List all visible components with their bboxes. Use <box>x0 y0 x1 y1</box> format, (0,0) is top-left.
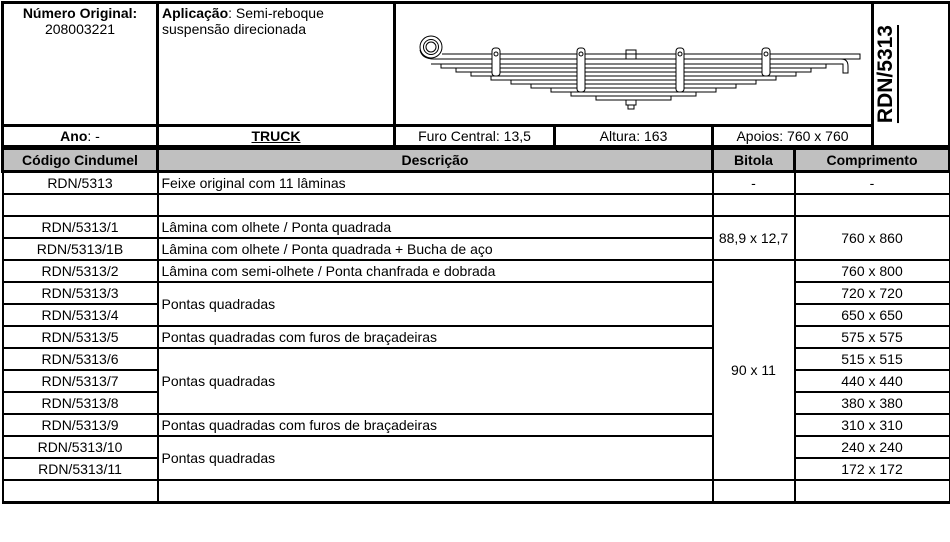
code-cell: RDN/5313/6 <box>1 347 159 371</box>
length-cell: 720 x 720 <box>793 281 950 305</box>
gauge-cell <box>711 193 796 217</box>
table-row-empty <box>1 193 950 217</box>
length-cell: 310 x 310 <box>793 413 950 437</box>
table-row: RDN/5313/8 380 x 380 <box>1 391 950 415</box>
table-row: RDN/5313/2 Lâmina com semi-olhete / Pont… <box>1 259 950 481</box>
table-row-empty <box>1 479 950 504</box>
gauge-cell: 90 x 11 <box>711 259 796 481</box>
code-cell: RDN/5313/7 <box>1 369 159 393</box>
length-cell: 575 x 575 <box>793 325 950 349</box>
part-code: RDN/5313 <box>874 25 898 124</box>
description-cell: Pontas quadradas <box>156 347 714 415</box>
code-cell: RDN/5313 <box>1 170 159 195</box>
length-cell: 380 x 380 <box>793 391 950 415</box>
description-cell: Feixe original com 11 lâminas <box>156 170 714 195</box>
table-row: RDN/5313/1B Lâmina com olhete / Ponta qu… <box>1 237 950 261</box>
leaf-spring-drawing-icon <box>419 35 861 110</box>
code-cell: RDN/5313/10 <box>1 435 159 459</box>
application-value: : Semi-reboque suspensão direcionada <box>162 5 324 38</box>
code-cell <box>1 479 159 504</box>
application-cell: Aplicação: Semi-reboque suspensão direci… <box>156 1 396 127</box>
length-cell: - <box>793 170 950 195</box>
length-cell: 760 x 860 <box>793 215 950 261</box>
gauge-cell: 88,9 x 12,7 <box>711 215 796 261</box>
table-row: RDN/5313/3 Pontas quadradas 720 x 720 <box>1 281 950 327</box>
description-cell: Lâmina com olhete / Ponta quadrada <box>156 215 714 239</box>
application-label: Aplicação <box>162 5 229 22</box>
code-cell: RDN/5313/8 <box>1 391 159 415</box>
description-cell <box>156 193 714 217</box>
table-row: RDN/5313/1 Lâmina com olhete / Ponta qua… <box>1 215 950 261</box>
column-header-length: Comprimento <box>793 147 950 173</box>
header-table: Número Original: 208003221 Aplicação: Se… <box>1 1 950 148</box>
year-value: : - <box>87 128 100 144</box>
code-cell: RDN/5313/9 <box>1 413 159 437</box>
table-row: RDN/5313/4 650 x 650 <box>1 303 950 327</box>
table-header: Código Cindumel Descrição Bitola Comprim… <box>1 147 950 173</box>
code-cell: RDN/5313/11 <box>1 457 159 481</box>
column-header-gauge: Bitola <box>711 147 796 173</box>
length-cell: 760 x 800 <box>793 259 950 283</box>
table-row: RDN/5313/11 172 x 172 <box>1 457 950 481</box>
code-cell: RDN/5313/3 <box>1 281 159 305</box>
parts-table: Código Cindumel Descrição Bitola Comprim… <box>1 147 950 504</box>
table-row: RDN/5313 Feixe original com 11 lâminas -… <box>1 170 950 195</box>
table-row: RDN/5313/10 Pontas quadradas 240 x 240 <box>1 435 950 481</box>
code-cell: RDN/5313/2 <box>1 259 159 283</box>
code-cell: RDN/5313/4 <box>1 303 159 327</box>
gauge-cell: - <box>711 170 796 195</box>
length-cell: 515 x 515 <box>793 347 950 371</box>
height: Altura: 163 <box>553 124 714 148</box>
length-cell: 172 x 172 <box>793 457 950 481</box>
code-cell <box>1 193 159 217</box>
description-cell <box>156 479 714 504</box>
table-row: RDN/5313/7 440 x 440 <box>1 369 950 393</box>
center-hole: Furo Central: 13,5 <box>393 124 556 148</box>
column-header-code: Código Cindumel <box>1 147 159 173</box>
vehicle-type: TRUCK <box>156 124 396 148</box>
description-cell: Lâmina com olhete / Ponta quadrada + Buc… <box>156 237 714 261</box>
description-cell: Pontas quadradas <box>156 435 714 481</box>
column-header-description: Descrição <box>156 147 714 173</box>
part-code-cell: RDN/5313 <box>871 1 950 148</box>
description-cell: Pontas quadradas com furos de braçadeira… <box>156 325 714 349</box>
spring-image-cell <box>392 1 875 127</box>
original-number: 208003221 <box>44 21 116 37</box>
table-row: RDN/5313/9 Pontas quadradas com furos de… <box>1 413 950 437</box>
table-row: RDN/5313/6 Pontas quadradas 515 x 515 <box>1 347 950 415</box>
supports: Apoios: 760 x 760 <box>710 124 875 148</box>
length-cell <box>793 193 950 217</box>
year-cell: Ano: - <box>1 124 159 148</box>
code-cell: RDN/5313/1B <box>1 237 159 261</box>
year-label: Ano <box>60 128 88 144</box>
length-cell <box>793 479 950 504</box>
gauge-cell <box>711 479 796 504</box>
length-cell: 440 x 440 <box>793 369 950 393</box>
description-cell: Pontas quadradas com furos de braçadeira… <box>156 413 714 437</box>
original-number-cell: Número Original: 208003221 <box>1 1 159 127</box>
description-cell: Lâmina com semi-olhete / Ponta chanfrada… <box>156 259 714 283</box>
code-cell: RDN/5313/1 <box>1 215 159 239</box>
description-cell: Pontas quadradas <box>156 281 714 327</box>
length-cell: 650 x 650 <box>793 303 950 327</box>
original-number-label: Número Original: <box>22 5 138 22</box>
length-cell: 240 x 240 <box>793 435 950 459</box>
code-cell: RDN/5313/5 <box>1 325 159 349</box>
table-row: RDN/5313/5 Pontas quadradas com furos de… <box>1 325 950 349</box>
